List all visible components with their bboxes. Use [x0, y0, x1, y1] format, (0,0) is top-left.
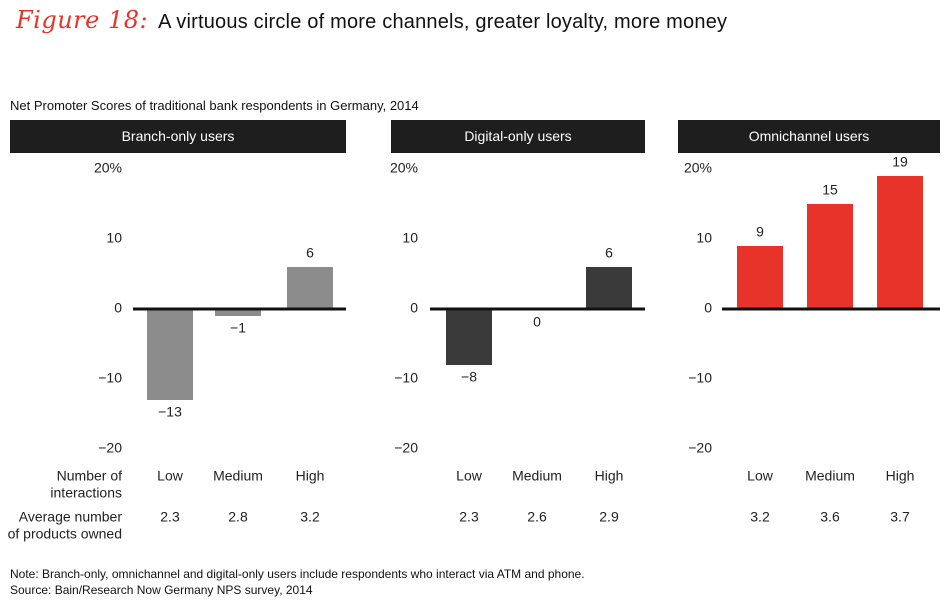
row-label-interactions-line1: Number of	[57, 468, 122, 484]
y-tick-label: −10	[394, 370, 418, 386]
data-label: −1	[230, 320, 246, 336]
row-label-products-line2: of products owned	[8, 526, 122, 542]
bar-low	[446, 309, 492, 365]
data-label: 6	[605, 245, 613, 261]
category-label: Medium	[512, 468, 562, 484]
data-label: 19	[892, 154, 908, 170]
bar-medium	[215, 309, 261, 316]
products-owned-value: 3.2	[300, 509, 320, 525]
data-label: 0	[533, 314, 541, 330]
products-owned-value: 3.2	[750, 509, 770, 525]
data-label: 9	[756, 224, 764, 240]
panel-header-digital: Digital-only users	[391, 120, 645, 153]
bar-high	[877, 176, 923, 309]
category-label: Medium	[805, 468, 855, 484]
y-tick-label: −20	[394, 440, 418, 456]
row-label-interactions-line2: interactions	[50, 485, 122, 501]
y-tick-label: 20%	[390, 160, 418, 176]
footnote-source: Source: Bain/Research Now Germany NPS su…	[10, 583, 313, 597]
figure-label: Figure 18:	[16, 6, 149, 34]
footnote-note: Note: Branch-only, omnichannel and digit…	[10, 567, 585, 581]
products-owned-value: 3.7	[890, 509, 910, 525]
category-label: High	[296, 468, 325, 484]
y-tick-label: −20	[688, 440, 712, 456]
y-tick-label: 10	[402, 230, 418, 246]
figure-title: Figure 18: A virtuous circle of more chan…	[16, 6, 727, 38]
category-label: Low	[157, 468, 184, 484]
products-owned-value: 2.9	[599, 509, 619, 525]
y-tick-label: 10	[696, 230, 712, 246]
figure-title-text: A virtuous circle of more channels, grea…	[158, 11, 728, 33]
data-label: −8	[461, 369, 477, 385]
bar-high	[586, 267, 632, 309]
products-owned-value: 2.3	[160, 509, 180, 525]
bar-low	[737, 246, 783, 309]
y-tick-label: 10	[106, 230, 122, 246]
category-label: Low	[456, 468, 483, 484]
y-tick-label: 0	[410, 300, 418, 316]
products-owned-value: 2.8	[228, 509, 248, 525]
chart-subtitle: Net Promoter Scores of traditional bank …	[10, 98, 419, 113]
panel-header-omni: Omnichannel users	[678, 120, 940, 153]
products-owned-value: 2.6	[527, 509, 547, 525]
data-label: 6	[306, 245, 314, 261]
category-label: Low	[747, 468, 774, 484]
bar-low	[147, 309, 193, 400]
y-tick-label: −20	[98, 440, 122, 456]
category-label: High	[595, 468, 624, 484]
products-owned-value: 2.3	[459, 509, 479, 525]
products-owned-value: 3.6	[820, 509, 840, 525]
bar-medium	[807, 204, 853, 309]
bar-high	[287, 267, 333, 309]
y-tick-label: −10	[688, 370, 712, 386]
y-tick-label: 20%	[94, 160, 122, 176]
data-label: −13	[158, 404, 182, 420]
y-tick-label: −10	[98, 370, 122, 386]
panel-header-branch: Branch-only users	[10, 120, 346, 153]
y-tick-label: 0	[114, 300, 122, 316]
data-label: 15	[822, 182, 838, 198]
y-tick-label: 0	[704, 300, 712, 316]
category-label: High	[886, 468, 915, 484]
y-tick-label: 20%	[684, 160, 712, 176]
category-label: Medium	[213, 468, 263, 484]
row-label-products-line1: Average number	[19, 509, 123, 525]
